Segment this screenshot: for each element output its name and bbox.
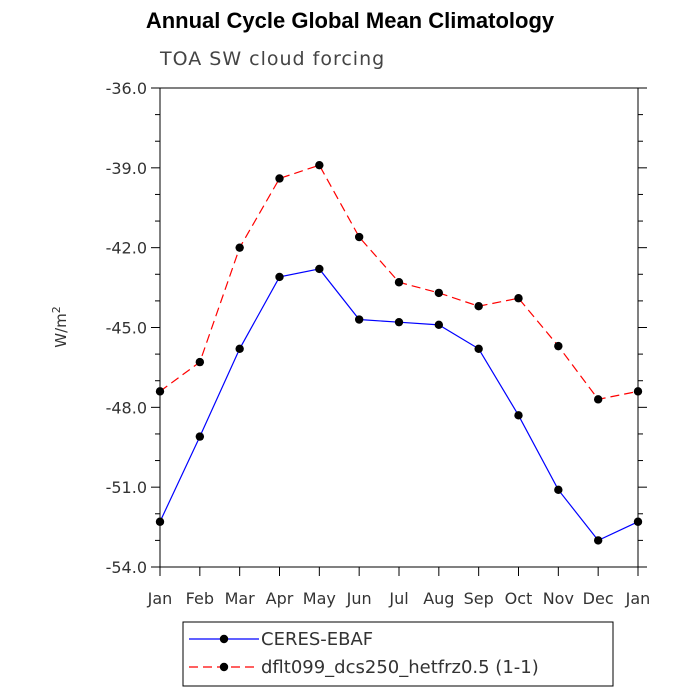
y-tick-label: -54.0 [106, 558, 147, 577]
series-1-point [394, 317, 404, 327]
series-1-point [514, 411, 523, 420]
series-2-point [275, 174, 284, 183]
x-tick-label: Oct [505, 589, 533, 608]
series-layer [155, 160, 643, 545]
series-2-point [593, 395, 603, 404]
x-tick-label: Sep [464, 589, 494, 608]
series-2-point [554, 341, 563, 351]
legend-box [182, 621, 614, 687]
x-tick-label: Apr [266, 589, 294, 608]
x-tick-label: Nov [543, 589, 574, 608]
y-tick-label: -48.0 [106, 398, 147, 417]
chart-subtitle: TOA SW cloud forcing [160, 48, 386, 70]
legend: CERES-EBAF dflt099_dcs250_hetfrz0.5 (1-1) [182, 621, 614, 687]
series-2-point [315, 160, 324, 170]
x-tick-label: Feb [186, 589, 214, 608]
series-2-point [474, 302, 483, 311]
y-tick-label: -45.0 [106, 319, 147, 338]
y-tick-label: -51.0 [106, 478, 147, 497]
series-line-1 [159, 268, 639, 542]
series-1-point [315, 264, 324, 274]
series-2-point [354, 232, 364, 242]
y-tick-label: -42.0 [106, 239, 147, 258]
x-tick-label: Mar [225, 589, 256, 608]
series-1-point [195, 432, 205, 441]
legend-label-2: dflt099_dcs250_hetfrz0.5 (1-1) [261, 657, 539, 678]
series-1-point [275, 272, 284, 282]
plot-frame [159, 87, 639, 568]
series-1-point [155, 517, 165, 526]
series-1-point [633, 517, 643, 526]
x-tick-label: May [303, 589, 336, 608]
series-2-point [394, 278, 404, 287]
series-2-point [514, 294, 523, 303]
series-1-point [593, 536, 603, 545]
x-tick-label: Jul [388, 589, 408, 608]
plot-border [159, 87, 639, 568]
series-1-point [235, 344, 244, 353]
y-tick-label: -36.0 [106, 79, 147, 98]
y-axis-ticks: -54.0 -51.0 -48.0 -45.0 -42.0 -39.0 -36.0 [106, 79, 647, 577]
series-2-point [235, 243, 244, 252]
series-1-point [474, 344, 483, 353]
series-2-point [434, 288, 444, 298]
y-axis-title-superscript: 2 [50, 306, 63, 313]
chart-title: Annual Cycle Global Mean Climatology [145, 8, 555, 33]
x-axis-ticks: Jan Feb Mar Apr May Jun Jul Aug Sep Oct Nov Dec Jan [147, 567, 651, 608]
y-tick-label: -39.0 [106, 159, 147, 178]
x-tick-label: Aug [423, 589, 454, 608]
series-1-point [554, 485, 563, 495]
legend-marker-2 [219, 662, 229, 672]
series-1-point [434, 320, 444, 330]
x-tick-label: Dec [583, 589, 614, 608]
y-axis-title: W/m2 [50, 306, 70, 348]
legend-marker-1 [219, 634, 229, 644]
series-2-point [633, 387, 643, 396]
legend-label-1: CERES-EBAF [261, 629, 373, 650]
x-tick-label: Jan [625, 589, 651, 608]
x-tick-label: Jan [147, 589, 173, 608]
x-tick-label: Jun [346, 589, 372, 608]
series-1-point [354, 315, 364, 324]
y-axis-title-text: W/m [52, 313, 70, 348]
series-2-point [155, 387, 165, 396]
series-2-point [195, 357, 205, 367]
